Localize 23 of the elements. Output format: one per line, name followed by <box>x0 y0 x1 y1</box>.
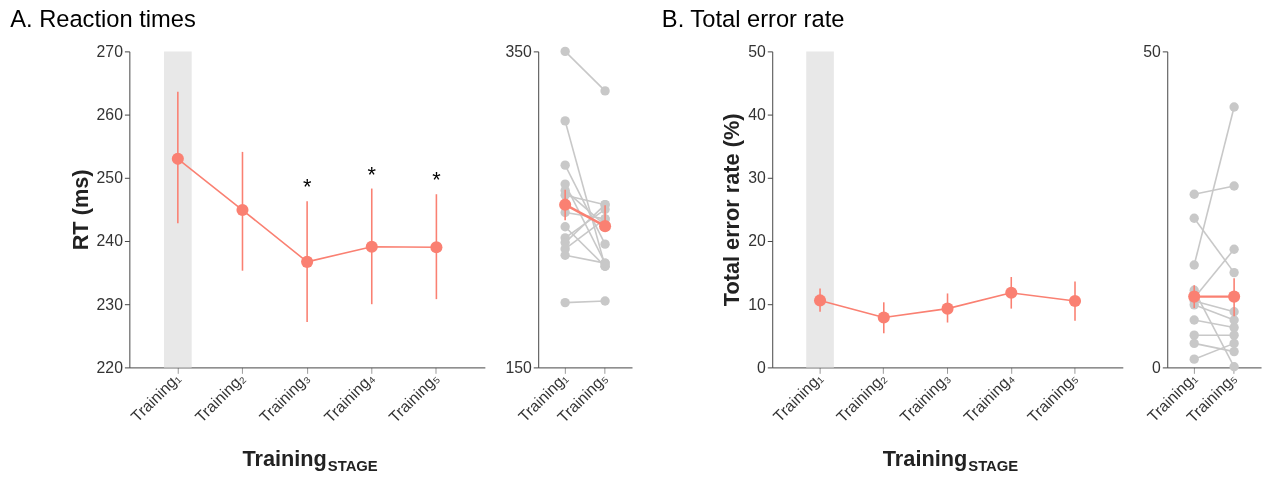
y-axis-title: Total error rate (%) <box>719 113 745 307</box>
annotation: * <box>367 161 377 187</box>
y-tick-label: 10 <box>748 295 767 313</box>
y-tick-label: 270 <box>96 42 124 60</box>
y-tick-label: 0 <box>757 358 767 376</box>
annotation: * <box>302 174 312 200</box>
y-tick-label: 240 <box>96 232 124 250</box>
annotation: * <box>432 167 442 193</box>
y-tick-label: 50 <box>748 42 767 60</box>
y-tick-label: 230 <box>96 295 124 313</box>
y-tick-label: 260 <box>96 106 124 124</box>
y-tick-label: 150 <box>505 358 532 376</box>
y-tick-label: 50 <box>1143 42 1162 60</box>
chart-title: B. Total error rate <box>661 5 845 32</box>
y-axis-title: RT (ms) <box>67 169 93 251</box>
y-tick-label: 350 <box>505 42 532 60</box>
y-tick-label: 250 <box>96 169 124 187</box>
y-tick-label: 0 <box>1152 358 1162 376</box>
y-tick-label: 30 <box>748 169 767 187</box>
y-tick-label: 20 <box>748 232 767 250</box>
chart-title: A. Reaction times <box>10 5 196 32</box>
y-tick-label: 40 <box>748 106 767 124</box>
y-tick-label: 220 <box>96 358 124 376</box>
